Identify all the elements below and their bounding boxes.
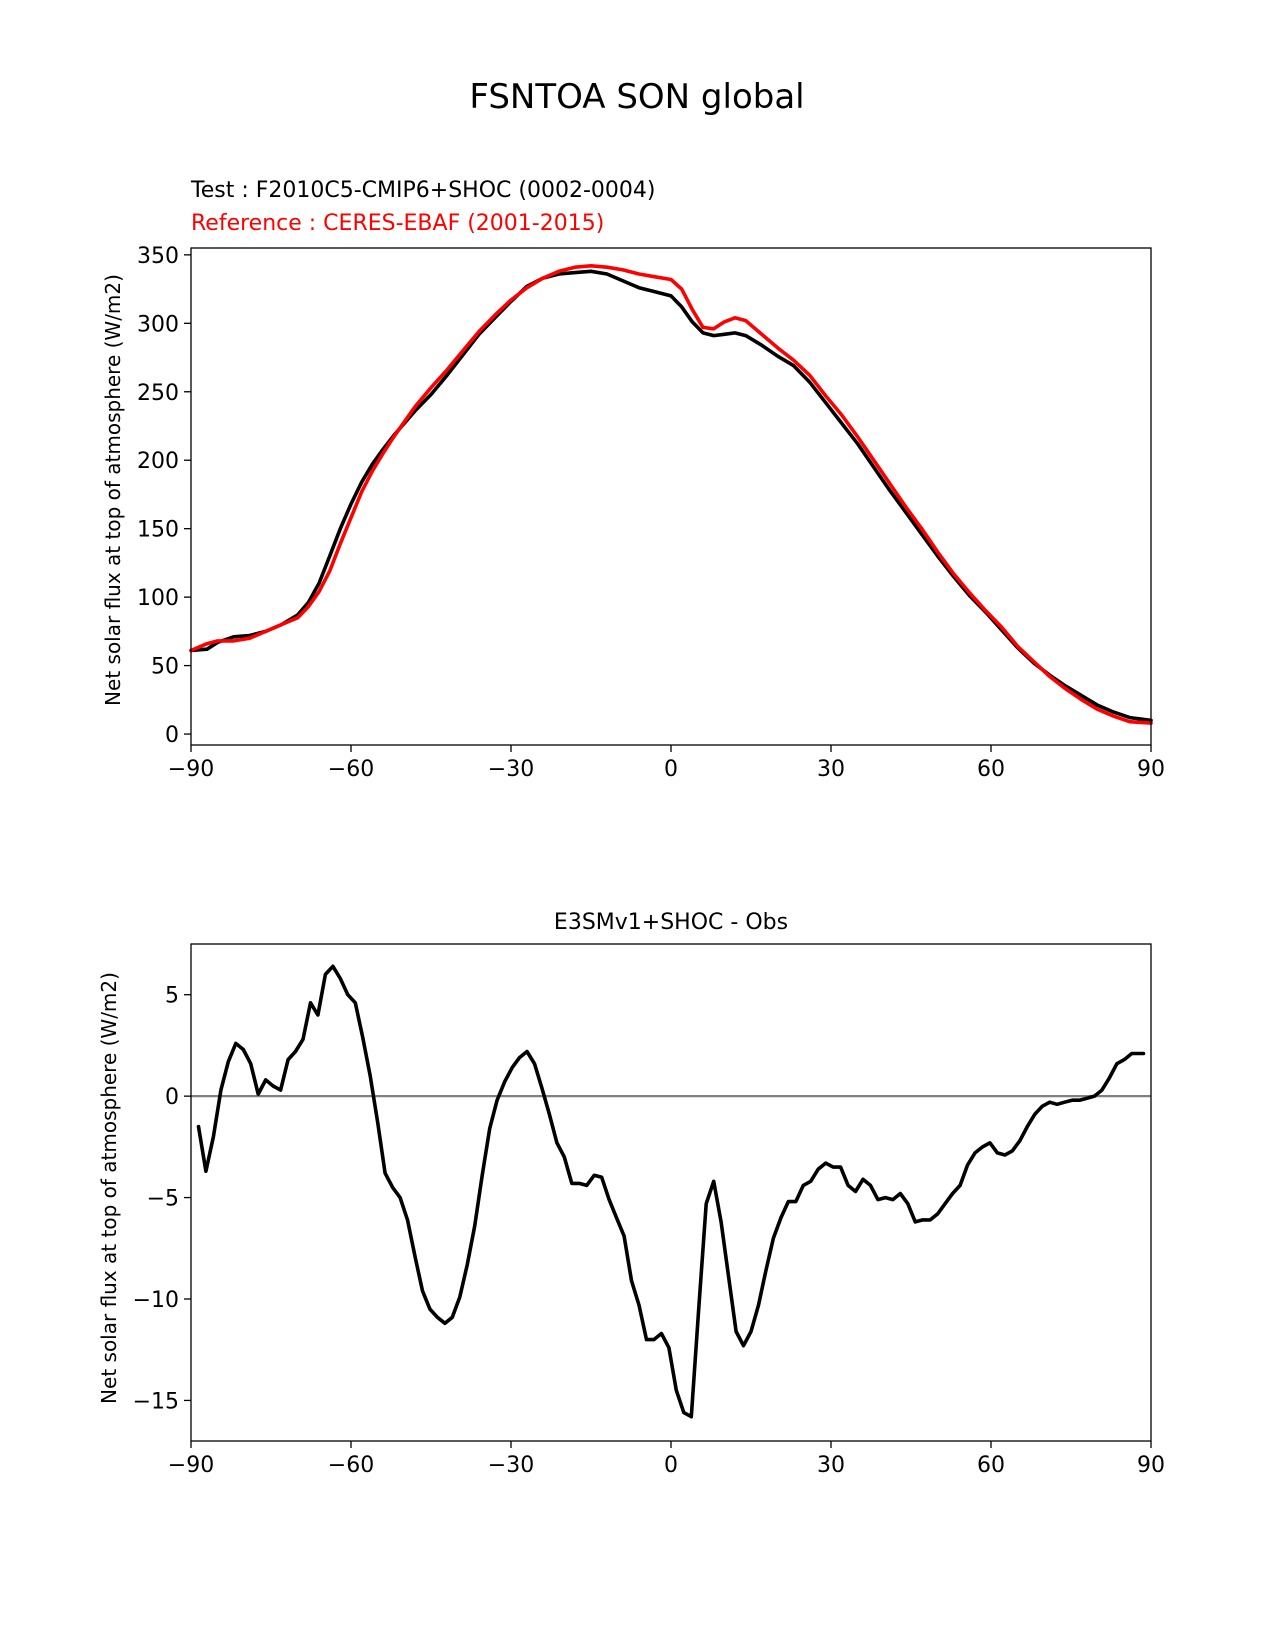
y-tick-label: 50: [151, 655, 179, 680]
x-tick-label: −30: [488, 757, 534, 782]
series-line-1: [189, 263, 1153, 725]
y-tick-label: 0: [165, 1085, 179, 1110]
y-tick-label: 0: [165, 723, 179, 748]
y-tick-label: 150: [137, 518, 179, 543]
series-line-0: [189, 269, 1153, 723]
x-tick-label: 60: [977, 757, 1005, 782]
x-tick-label: −90: [168, 757, 214, 782]
test-label: Test : F2010C5-CMIP6+SHOC (0002-0004): [190, 178, 655, 203]
top-y-axis-label: Net solar flux at top of atmosphere (W/m…: [101, 274, 125, 706]
x-tick-label: 30: [817, 1453, 845, 1478]
y-tick-label: −15: [133, 1389, 179, 1414]
y-tick-label: 250: [137, 381, 179, 406]
y-tick-label: −5: [147, 1187, 179, 1212]
series-line-0: [196, 964, 1146, 1419]
x-tick-label: 0: [664, 1453, 678, 1478]
bottom-plot-frame: [190, 943, 1152, 1442]
bottom-panel-title: E3SMv1+SHOC - Obs: [554, 910, 788, 935]
x-tick-label: 90: [1137, 757, 1165, 782]
bottom-panel: E3SMv1+SHOC - Obs Net solar flux at top …: [97, 910, 1165, 1478]
reference-label: Reference : CERES-EBAF (2001-2015): [191, 211, 604, 236]
bottom-ticks: −90 −60 −30 0 30 60 90 −15 −10 −5 0 5: [133, 984, 1165, 1478]
top-panel: Test : F2010C5-CMIP6+SHOC (0002-0004) Re…: [101, 178, 1165, 782]
x-tick-label: −60: [328, 1453, 374, 1478]
figure-title: FSNTOA SON global: [469, 77, 804, 117]
x-tick-label: 0: [664, 757, 678, 782]
y-tick-label: 350: [137, 244, 179, 269]
x-tick-label: 30: [817, 757, 845, 782]
x-tick-label: 60: [977, 1453, 1005, 1478]
y-tick-label: 300: [137, 312, 179, 337]
x-tick-label: −30: [488, 1453, 534, 1478]
top-ticks: −90 −60 −30 0 30 60 90 0 50 100 150 200 250 300 350: [137, 244, 1165, 782]
top-lines: [189, 263, 1153, 725]
y-tick-label: 5: [165, 984, 179, 1009]
x-tick-label: −60: [328, 757, 374, 782]
y-tick-label: 100: [137, 586, 179, 611]
x-tick-label: 90: [1137, 1453, 1165, 1478]
bottom-lines: [191, 964, 1151, 1419]
y-tick-label: −10: [133, 1288, 179, 1313]
y-tick-label: 200: [137, 449, 179, 474]
x-tick-label: −90: [168, 1453, 214, 1478]
bottom-y-axis-label: Net solar flux at top of atmosphere (W/m…: [97, 972, 121, 1404]
top-plot-frame: [190, 247, 1152, 746]
